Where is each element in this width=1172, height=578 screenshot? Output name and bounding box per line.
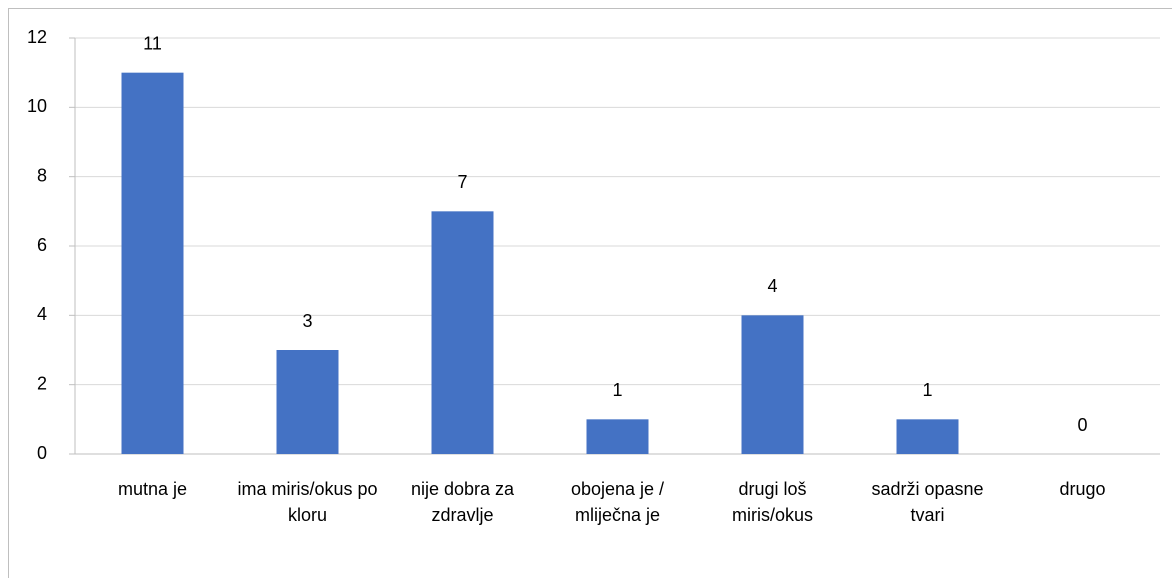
bar [896, 419, 959, 454]
y-tick-label: 8 [37, 165, 47, 185]
x-tick-label: nije dobra za zdravlje [410, 479, 515, 525]
data-label: 0 [1077, 415, 1087, 435]
data-label: 3 [302, 311, 312, 331]
data-label: 1 [612, 380, 622, 400]
data-label: 1 [922, 380, 932, 400]
y-tick-label: 4 [37, 304, 47, 324]
data-label: 11 [143, 33, 162, 53]
x-tick-label: mutna je [117, 479, 188, 499]
y-tick-label: 12 [27, 27, 47, 47]
y-tick-label: 2 [37, 373, 47, 393]
bar [586, 419, 649, 454]
bar [741, 315, 804, 454]
x-tick-label: obojena je / mliječna je [570, 479, 665, 525]
bar [431, 211, 494, 454]
y-tick-label: 10 [27, 96, 47, 116]
bar [121, 72, 184, 455]
bar [276, 350, 339, 454]
x-tick-label: drugo [1059, 479, 1106, 499]
x-tick-label: drugi loš miris/okus [731, 479, 813, 525]
y-tick-label: 0 [37, 443, 47, 463]
data-label: 7 [457, 172, 467, 192]
data-label: 4 [767, 276, 777, 296]
x-tick-label: ima miris/okus po kloru [237, 479, 378, 525]
y-tick-label: 6 [37, 235, 47, 255]
x-tick-label: sadrži opasne tvari [871, 479, 984, 525]
chart-border [8, 8, 1172, 578]
